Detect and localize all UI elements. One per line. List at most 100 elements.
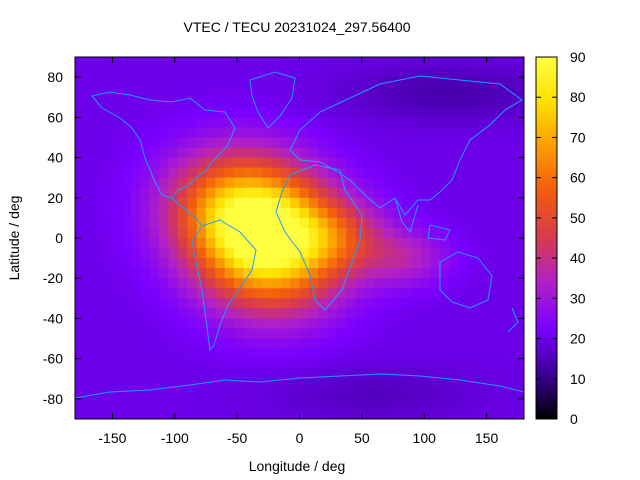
- heatmap-cell: [121, 187, 132, 199]
- heatmap-cell: [131, 127, 141, 138]
- heatmap-cell: [364, 278, 375, 289]
- heatmap-cell: [439, 147, 450, 159]
- heatmap-cell: [346, 288, 357, 299]
- heatmap-cell: [411, 278, 422, 289]
- heatmap-cell: [290, 147, 300, 159]
- heatmap-cell: [84, 258, 95, 269]
- heatmap-cell: [355, 87, 366, 98]
- heatmap-cell: [318, 358, 329, 370]
- heatmap-cell: [421, 328, 431, 340]
- heatmap-cell: [93, 318, 104, 329]
- heatmap-cell: [84, 147, 95, 159]
- heatmap-cell: [93, 398, 104, 410]
- heatmap-cell: [168, 167, 179, 179]
- heatmap-cell: [383, 248, 394, 259]
- heatmap-cell: [364, 157, 375, 169]
- heatmap-cell: [486, 147, 497, 159]
- heatmap-cell: [308, 127, 319, 138]
- heatmap-cell: [75, 348, 85, 360]
- heatmap-cell: [75, 197, 85, 209]
- south-america-coast: [191, 219, 257, 352]
- heatmap-cell: [159, 97, 170, 108]
- heatmap-cell: [187, 378, 198, 390]
- heatmap-cell: [467, 378, 478, 390]
- heatmap-cell: [383, 227, 394, 239]
- heatmap-cell: [205, 177, 216, 189]
- heatmap-cell: [505, 157, 516, 169]
- heatmap-cell: [131, 107, 141, 118]
- heatmap-cell: [346, 348, 357, 360]
- heatmap-cell: [477, 177, 488, 189]
- heatmap-cell: [449, 207, 460, 219]
- heatmap-cell: [103, 398, 113, 410]
- heatmap-cell: [121, 127, 132, 138]
- heatmap-cell: [103, 77, 113, 88]
- heatmap-cell: [234, 308, 244, 319]
- heatmap-cell: [318, 127, 329, 138]
- heatmap-cell: [149, 298, 160, 309]
- heatmap-cell: [103, 288, 113, 299]
- heatmap-cell: [458, 227, 469, 239]
- heatmap-cell: [477, 197, 488, 209]
- heatmap-cell: [411, 147, 422, 159]
- heatmap-cell: [299, 157, 310, 169]
- heatmap-cell: [393, 207, 403, 219]
- heatmap-cell: [290, 67, 300, 78]
- heatmap-cell: [290, 97, 300, 108]
- heatmap-cell: [364, 217, 375, 229]
- heatmap-cell: [383, 238, 394, 249]
- heatmap-cell: [103, 328, 113, 340]
- heatmap-cell: [421, 338, 431, 350]
- heatmap-cell: [495, 107, 506, 118]
- heatmap-cell: [308, 117, 319, 128]
- heatmap-cell: [149, 338, 160, 350]
- heatmap-cell: [505, 268, 516, 279]
- heatmap-cell: [196, 97, 207, 108]
- heatmap-cell: [402, 368, 413, 380]
- heatmap-cell: [449, 187, 460, 199]
- heatmap-cell: [112, 318, 123, 329]
- heatmap-cell: [84, 238, 95, 249]
- heatmap-cell: [290, 388, 300, 400]
- heatmap-cell: [383, 258, 394, 269]
- heatmap-cell: [280, 268, 291, 279]
- heatmap-cell: [336, 308, 347, 319]
- heatmap-cell: [439, 137, 450, 148]
- heatmap-cell: [121, 238, 132, 249]
- heatmap-cell: [486, 268, 497, 279]
- heatmap-cell: [430, 318, 441, 329]
- heatmap-cell: [252, 197, 263, 209]
- heatmap-cell: [495, 388, 506, 400]
- heatmap-cell: [112, 288, 123, 299]
- heatmap-cell: [374, 288, 385, 299]
- heatmap-cell: [336, 408, 347, 420]
- heatmap-cell: [393, 278, 403, 289]
- heatmap-cell: [374, 87, 385, 98]
- heatmap-cell: [421, 258, 431, 269]
- heatmap-cell: [383, 167, 394, 179]
- heatmap-cell: [346, 107, 357, 118]
- heatmap-cell: [327, 57, 338, 68]
- heatmap-cell: [168, 278, 179, 289]
- heatmap-cell: [243, 378, 254, 390]
- heatmap-cell: [514, 268, 525, 279]
- heatmap-cell: [393, 137, 403, 148]
- heatmap-cell: [505, 207, 516, 219]
- heatmap-cell: [393, 127, 403, 138]
- heatmap-cell: [458, 268, 469, 279]
- heatmap-cell: [430, 147, 441, 159]
- heatmap-cell: [383, 177, 394, 189]
- heatmap-cell: [411, 57, 422, 68]
- heatmap-cell: [243, 137, 254, 148]
- heatmap-cell: [514, 298, 525, 309]
- x-tick-label: 150: [475, 430, 499, 446]
- heatmap-cell: [486, 167, 497, 179]
- heatmap-cell: [149, 107, 160, 118]
- heatmap-cell: [131, 67, 141, 78]
- heatmap-cell: [421, 368, 431, 380]
- heatmap-cell: [402, 358, 413, 370]
- heatmap-cell: [215, 187, 226, 199]
- heatmap-cell: [215, 408, 226, 420]
- x-tick-label: -100: [161, 430, 189, 446]
- heatmap-cell: [495, 77, 506, 88]
